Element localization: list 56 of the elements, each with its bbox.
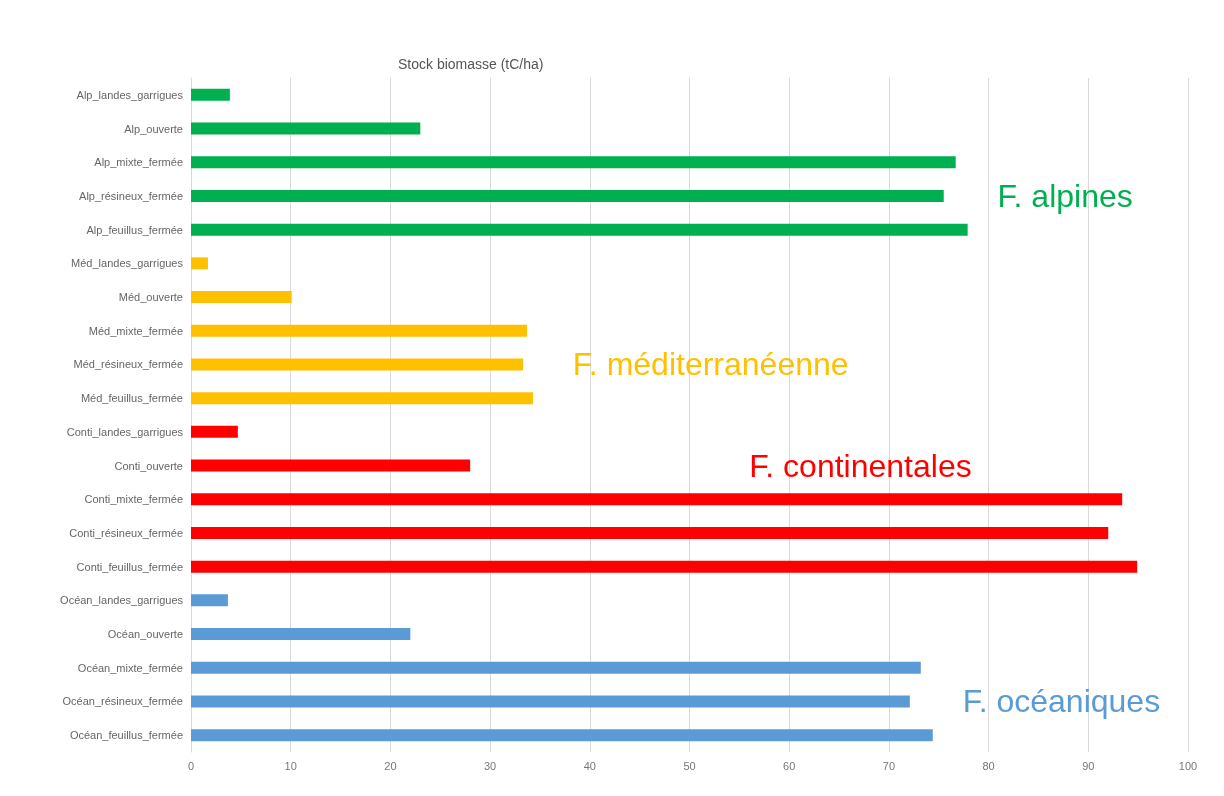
chart-title: Stock biomasse (tC/ha) (398, 56, 544, 72)
series-label: F. méditerranéenne (572, 346, 849, 383)
bar (191, 729, 933, 742)
y-tick-label: Alp_ouverte (124, 122, 183, 135)
x-tick-label: 10 (284, 759, 297, 772)
bar (191, 661, 921, 674)
x-tick-label: 30 (483, 759, 497, 772)
bar (191, 628, 411, 641)
x-tick-label: 0 (187, 759, 195, 772)
bar (191, 156, 956, 169)
bar (191, 88, 230, 101)
bar (191, 358, 523, 371)
y-tick-label: Océan_ouverte (107, 628, 183, 641)
y-tick-label: Océan_mixte_fermée (77, 661, 183, 674)
series-label: F. continentales (749, 447, 972, 484)
bar (191, 122, 421, 135)
y-tick-label: Méd_landes_garrigues (71, 257, 184, 270)
bar (191, 392, 533, 405)
y-tick-label: Océan_résineux_fermée (62, 695, 183, 708)
y-tick-label: Océan_feuillus_fermée (69, 729, 183, 742)
y-tick-label: Alp_résineux_fermée (79, 189, 183, 202)
bar (191, 459, 471, 472)
x-tick-label: 50 (683, 759, 696, 772)
x-tick-label: 90 (1082, 759, 1095, 772)
y-tick-label: Alp_landes_garrigues (76, 88, 184, 101)
bar (191, 223, 968, 236)
y-tick-label: Méd_mixte_fermée (88, 324, 183, 337)
y-tick-label: Conti_mixte_fermée (84, 493, 183, 506)
y-tick-label: Alp_feuillus_fermée (86, 223, 183, 236)
bar (191, 594, 228, 607)
x-tick-label: 70 (882, 759, 896, 772)
bar (191, 257, 208, 270)
bar (191, 324, 527, 337)
bar (191, 291, 292, 304)
bar (191, 695, 910, 708)
bar (191, 526, 1109, 539)
series-label: F. alpines (997, 177, 1133, 214)
series-label: F. océaniques (962, 683, 1161, 720)
x-tick-label: 40 (583, 759, 596, 772)
bar (191, 189, 944, 202)
x-tick-label: 100 (1178, 759, 1198, 772)
bar (191, 493, 1123, 506)
x-tick-label: 60 (783, 759, 796, 772)
bar (191, 425, 238, 438)
x-tick-label: 80 (982, 759, 995, 772)
x-tick-label: 20 (384, 759, 397, 772)
y-tick-label: Alp_mixte_fermée (94, 156, 183, 169)
bar (191, 560, 1138, 573)
y-tick-label: Conti_feuillus_fermée (76, 560, 183, 573)
y-tick-label: Méd_ouverte (118, 291, 183, 304)
y-tick-label: Océan_landes_garrigues (60, 594, 184, 607)
y-tick-label: Conti_ouverte (114, 459, 183, 472)
y-tick-label: Conti_landes_garrigues (66, 425, 184, 438)
y-tick-label: Méd_feuillus_fermée (80, 392, 183, 405)
y-tick-label: Conti_résineux_fermée (69, 526, 183, 539)
y-tick-label: Méd_résineux_fermée (73, 358, 183, 371)
